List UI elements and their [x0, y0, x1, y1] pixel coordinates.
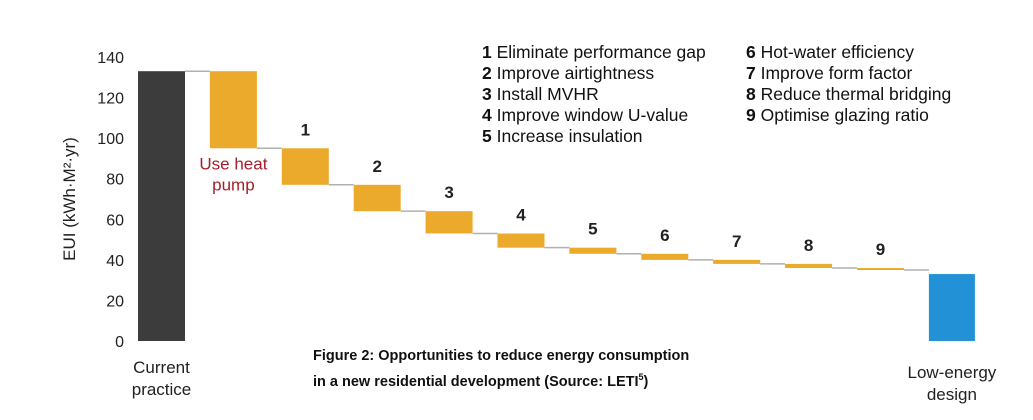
category-label: practice: [132, 380, 192, 399]
waterfall-bar: [353, 184, 401, 212]
waterfall-bar: [569, 247, 617, 254]
bar-label: 5: [588, 220, 597, 239]
y-tick-label: 120: [97, 91, 124, 108]
legend-column-1: 1 Eliminate performance gap 2 Improve ai…: [482, 42, 706, 147]
legend-item: 1 Eliminate performance gap: [482, 42, 706, 62]
legend-item: 4 Improve window U-value: [482, 105, 689, 125]
y-tick-label: 20: [106, 293, 124, 310]
y-axis-label: EUI (kWh·M²·yr): [60, 137, 79, 261]
bar-label: 3: [444, 183, 453, 202]
legend-item: 8 Reduce thermal bridging: [746, 84, 952, 104]
legend-column-2: 6 Hot-water efficiency 7 Improve form fa…: [746, 42, 951, 126]
waterfall-bar: [641, 253, 689, 260]
category-label: design: [927, 385, 977, 404]
y-tick-label: 60: [106, 212, 124, 229]
y-tick-label: 100: [97, 131, 124, 148]
waterfall-bar: [138, 71, 185, 341]
bar-label: 7: [732, 232, 741, 251]
caption-line-1: Figure 2: Opportunities to reduce energy…: [313, 348, 690, 364]
waterfall-bar: [857, 267, 904, 270]
waterfall-bar: [425, 211, 473, 234]
y-tick-label: 0: [115, 334, 124, 351]
waterfall-bar: [713, 259, 761, 264]
legend-item: 5 Increase insulation: [482, 126, 643, 146]
bar-label: 1: [301, 120, 310, 139]
legend-item: 6 Hot-water efficiency: [746, 42, 914, 62]
category-label: Low-energy: [907, 363, 996, 382]
y-tick-label: 40: [106, 253, 124, 270]
bar-label: 8: [804, 236, 813, 255]
bar-label: 4: [516, 205, 526, 224]
category-label: Current: [133, 358, 190, 377]
waterfall-bar: [209, 71, 257, 149]
legend-item: 2 Improve airtightness: [482, 63, 655, 83]
caption-line-2: in a new residential development (Source…: [313, 372, 649, 390]
legend-item: 7 Improve form factor: [746, 63, 913, 83]
bar-label: 9: [876, 240, 885, 259]
figure-caption: Figure 2: Opportunities to reduce energy…: [313, 346, 689, 393]
waterfall-bar: [928, 274, 975, 341]
legend-item: 9 Optimise glazing ratio: [746, 105, 929, 125]
legend-item: 3 Install MVHR: [482, 84, 599, 104]
waterfall-bar: [281, 148, 329, 185]
bar-label: 6: [660, 226, 669, 245]
bar-annotation: pump: [212, 175, 255, 194]
waterfall-bar: [785, 263, 833, 268]
bar-label: 2: [372, 157, 381, 176]
waterfall-bar: [497, 233, 545, 248]
y-tick-label: 80: [106, 172, 124, 189]
bar-annotation: Use heat: [199, 154, 267, 173]
y-tick-label: 140: [97, 50, 124, 67]
